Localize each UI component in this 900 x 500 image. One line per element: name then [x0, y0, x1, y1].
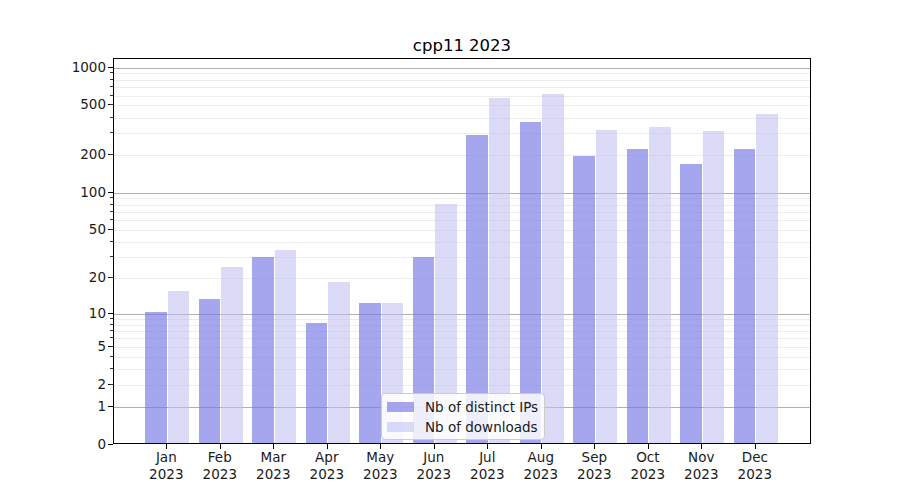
ytick-label-1000: 1000: [0, 59, 106, 75]
xtick-month: May: [352, 449, 408, 466]
xtick-year: 2023: [192, 466, 248, 483]
ytick-label-2: 2: [0, 376, 106, 392]
xtick-label-aug: Aug2023: [513, 449, 569, 483]
xtick-year: 2023: [352, 466, 408, 483]
xtick-label-jan: Jan2023: [138, 449, 194, 483]
legend-item-downloads: Nb of downloads: [387, 417, 544, 437]
ytick-minor-mark-900: [110, 72, 113, 73]
ytick-label-5: 5: [0, 338, 106, 354]
ytick-minor-mark-4: [110, 356, 113, 357]
ytick-minor-mark-50: [110, 229, 113, 230]
ytick-minor-mark-200: [110, 154, 113, 155]
xtick-label-feb: Feb2023: [192, 449, 248, 483]
xtick-year: 2023: [299, 466, 355, 483]
xtick-year: 2023: [513, 466, 569, 483]
xtick-label-sep: Sep2023: [566, 449, 622, 483]
ytick-label-1: 1: [0, 398, 106, 414]
ytick-minor-mark-7: [110, 330, 113, 331]
xtick-label-jul: Jul2023: [459, 449, 515, 483]
xtick-month: Jan: [138, 449, 194, 466]
ytick-minor-mark-600: [110, 95, 113, 96]
xtick-month: Oct: [620, 449, 676, 466]
ytick-mark-1000: [108, 67, 113, 68]
ytick-minor-mark-20: [110, 277, 113, 278]
ytick-minor-mark-60: [110, 219, 113, 220]
ytick-minor-mark-3: [110, 368, 113, 369]
xtick-year: 2023: [727, 466, 783, 483]
legend-swatch-distinct-ips: [387, 402, 414, 412]
xtick-month: Dec: [727, 449, 783, 466]
xtick-month: Jul: [459, 449, 515, 466]
ytick-minor-mark-400: [110, 117, 113, 118]
legend-label-distinct-ips: Nb of distinct IPs: [425, 399, 538, 415]
xtick-month: Jun: [406, 449, 462, 466]
xtick-label-apr: Apr2023: [299, 449, 355, 483]
ytick-minor-mark-90: [110, 197, 113, 198]
ytick-label-10: 10: [0, 305, 106, 321]
xtick-label-dec: Dec2023: [727, 449, 783, 483]
ytick-minor-mark-80: [110, 204, 113, 205]
xtick-year: 2023: [245, 466, 301, 483]
ytick-minor-mark-6: [110, 337, 113, 338]
legend-label-downloads: Nb of downloads: [425, 419, 538, 435]
ytick-mark-0: [108, 444, 113, 445]
xtick-month: Nov: [673, 449, 729, 466]
ytick-minor-mark-30: [110, 256, 113, 257]
ytick-mark-100: [108, 192, 113, 193]
ytick-minor-mark-40: [110, 241, 113, 242]
xtick-label-mar: Mar2023: [245, 449, 301, 483]
legend-swatch-downloads: [387, 422, 414, 432]
xtick-label-oct: Oct2023: [620, 449, 676, 483]
ytick-label-100: 100: [0, 184, 106, 200]
ytick-label-200: 200: [0, 146, 106, 162]
xtick-label-may: May2023: [352, 449, 408, 483]
xtick-month: Apr: [299, 449, 355, 466]
ytick-minor-mark-800: [110, 79, 113, 80]
xtick-month: Feb: [192, 449, 248, 466]
ytick-minor-mark-70: [110, 211, 113, 212]
ytick-minor-mark-500: [110, 104, 113, 105]
xtick-month: Aug: [513, 449, 569, 466]
xtick-month: Mar: [245, 449, 301, 466]
ytick-mark-1: [108, 406, 113, 407]
xtick-year: 2023: [459, 466, 515, 483]
ytick-mark-10: [108, 313, 113, 314]
xtick-year: 2023: [673, 466, 729, 483]
legend: Nb of distinct IPs Nb of downloads: [381, 393, 545, 440]
ytick-label-20: 20: [0, 269, 106, 285]
xtick-year: 2023: [138, 466, 194, 483]
xtick-year: 2023: [406, 466, 462, 483]
ytick-minor-mark-700: [110, 86, 113, 87]
legend-item-distinct-ips: Nb of distinct IPs: [387, 397, 544, 417]
xtick-label-jun: Jun2023: [406, 449, 462, 483]
ytick-label-500: 500: [0, 96, 106, 112]
ytick-label-0: 0: [0, 436, 106, 452]
xtick-month: Sep: [566, 449, 622, 466]
xtick-label-nov: Nov2023: [673, 449, 729, 483]
ytick-minor-mark-300: [110, 132, 113, 133]
xtick-year: 2023: [566, 466, 622, 483]
ytick-minor-mark-2: [110, 384, 113, 385]
figure: cpp11 2023 Nb of distinct IPs Nb of down…: [0, 0, 900, 500]
ytick-minor-mark-5: [110, 346, 113, 347]
xtick-year: 2023: [620, 466, 676, 483]
ytick-label-50: 50: [0, 221, 106, 237]
ytick-minor-mark-9: [110, 318, 113, 319]
ytick-minor-mark-8: [110, 324, 113, 325]
